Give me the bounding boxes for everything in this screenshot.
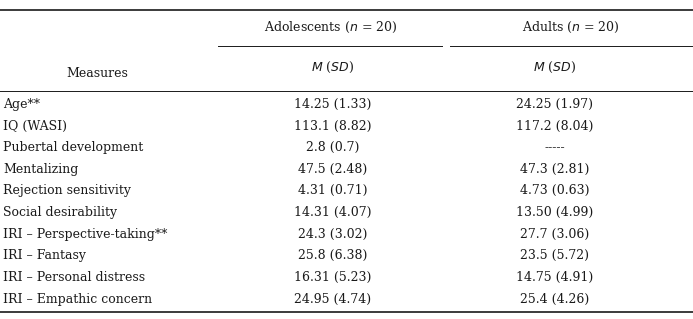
Text: 14.25 (1.33): 14.25 (1.33): [294, 98, 371, 111]
Text: IRI – Fantasy: IRI – Fantasy: [3, 249, 87, 262]
Text: 13.50 (4.99): 13.50 (4.99): [516, 206, 593, 219]
Text: IRI – Personal distress: IRI – Personal distress: [3, 271, 146, 284]
Text: 47.3 (2.81): 47.3 (2.81): [520, 163, 589, 176]
Text: 14.31 (4.07): 14.31 (4.07): [294, 206, 371, 219]
Text: IQ (WASI): IQ (WASI): [3, 120, 67, 132]
Text: 24.25 (1.97): 24.25 (1.97): [516, 98, 593, 111]
Text: Social desirability: Social desirability: [3, 206, 118, 219]
Text: 24.3 (3.02): 24.3 (3.02): [298, 228, 367, 241]
Text: 27.7 (3.06): 27.7 (3.06): [520, 228, 589, 241]
Text: 25.8 (6.38): 25.8 (6.38): [298, 249, 367, 262]
Text: 25.4 (4.26): 25.4 (4.26): [520, 293, 589, 306]
Text: 16.31 (5.23): 16.31 (5.23): [294, 271, 371, 284]
Text: 4.73 (0.63): 4.73 (0.63): [520, 184, 589, 197]
Text: 24.95 (4.74): 24.95 (4.74): [294, 293, 371, 306]
Text: Pubertal development: Pubertal development: [3, 141, 143, 154]
Text: IRI – Perspective-taking**: IRI – Perspective-taking**: [3, 228, 168, 241]
Text: Adults ($n$ = 20): Adults ($n$ = 20): [523, 19, 620, 35]
Text: Measures: Measures: [66, 67, 128, 80]
Text: 2.8 (0.7): 2.8 (0.7): [306, 141, 360, 154]
Text: Rejection sensitivity: Rejection sensitivity: [3, 184, 132, 197]
Text: -----: -----: [544, 141, 565, 154]
Text: 47.5 (2.48): 47.5 (2.48): [298, 163, 367, 176]
Text: 23.5 (5.72): 23.5 (5.72): [520, 249, 589, 262]
Text: $M$ ($SD$): $M$ ($SD$): [533, 60, 576, 76]
Text: $M$ ($SD$): $M$ ($SD$): [311, 60, 354, 76]
Text: 117.2 (8.04): 117.2 (8.04): [516, 120, 593, 132]
Text: Adolescents ($n$ = 20): Adolescents ($n$ = 20): [263, 19, 397, 35]
Text: Mentalizing: Mentalizing: [3, 163, 79, 176]
Text: 113.1 (8.82): 113.1 (8.82): [294, 120, 371, 132]
Text: 4.31 (0.71): 4.31 (0.71): [298, 184, 367, 197]
Text: Age**: Age**: [3, 98, 40, 111]
Text: 14.75 (4.91): 14.75 (4.91): [516, 271, 593, 284]
Text: IRI – Empathic concern: IRI – Empathic concern: [3, 293, 152, 306]
